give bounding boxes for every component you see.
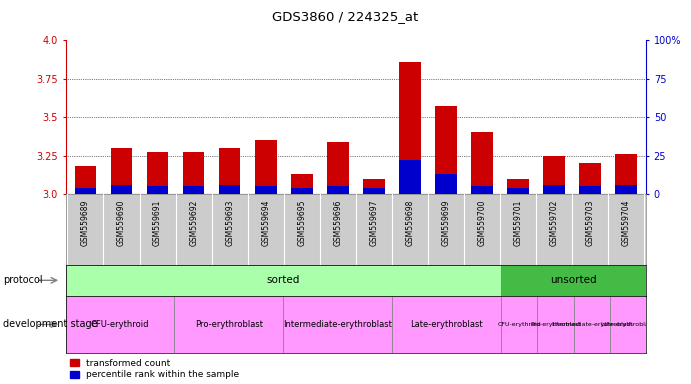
Bar [507, 179, 529, 194]
Text: unsorted: unsorted [550, 275, 597, 285]
Bar [283, 296, 392, 353]
Text: GSM559704: GSM559704 [622, 200, 631, 246]
Text: GSM559696: GSM559696 [333, 200, 342, 246]
Bar [501, 265, 646, 296]
Text: CFU-erythroid: CFU-erythroid [498, 322, 541, 327]
Text: GSM559689: GSM559689 [81, 200, 90, 246]
Bar [66, 265, 501, 296]
Bar [616, 154, 637, 194]
Bar [507, 188, 529, 194]
Text: sorted: sorted [267, 275, 300, 285]
Text: GSM559698: GSM559698 [406, 200, 415, 246]
Bar [616, 185, 637, 194]
Bar [543, 156, 565, 194]
Bar [111, 148, 133, 194]
Text: protocol: protocol [3, 275, 43, 285]
Text: GSM559691: GSM559691 [153, 200, 162, 246]
Text: GSM559701: GSM559701 [513, 200, 522, 246]
Bar [543, 185, 565, 194]
Bar [579, 186, 601, 194]
Text: Pro-erythroblast: Pro-erythroblast [195, 320, 263, 329]
Bar [255, 186, 276, 194]
Bar [146, 152, 169, 194]
Bar [471, 132, 493, 194]
Text: GSM559693: GSM559693 [225, 200, 234, 246]
Text: GSM559703: GSM559703 [586, 200, 595, 246]
Legend: transformed count, percentile rank within the sample: transformed count, percentile rank withi… [70, 359, 240, 379]
Bar [609, 296, 646, 353]
Bar [399, 62, 421, 194]
Bar [66, 296, 174, 353]
Text: GSM559697: GSM559697 [370, 200, 379, 246]
Text: GSM559690: GSM559690 [117, 200, 126, 246]
Bar [183, 186, 205, 194]
Bar [327, 186, 349, 194]
Bar [399, 160, 421, 194]
Bar [75, 166, 96, 194]
Text: GSM559702: GSM559702 [549, 200, 558, 246]
Text: GSM559699: GSM559699 [442, 200, 451, 246]
Text: Late-erythroblast: Late-erythroblast [410, 320, 483, 329]
Bar [363, 179, 385, 194]
Bar [183, 152, 205, 194]
Text: Pro-erythroblast: Pro-erythroblast [530, 322, 580, 327]
Text: GSM559700: GSM559700 [477, 200, 486, 246]
Bar [219, 185, 240, 194]
Bar [146, 186, 169, 194]
Bar [435, 106, 457, 194]
Text: GSM559692: GSM559692 [189, 200, 198, 246]
Bar [75, 188, 96, 194]
Text: CFU-erythroid: CFU-erythroid [91, 320, 149, 329]
Bar [291, 188, 312, 194]
Bar [363, 188, 385, 194]
Bar [219, 148, 240, 194]
Bar [574, 296, 610, 353]
Bar [579, 163, 601, 194]
Text: GDS3860 / 224325_at: GDS3860 / 224325_at [272, 10, 419, 23]
Text: Intermediate-erythroblast: Intermediate-erythroblast [551, 322, 632, 327]
Bar [501, 296, 538, 353]
Bar [538, 296, 574, 353]
Bar [327, 142, 349, 194]
Bar [111, 185, 133, 194]
Bar [174, 296, 283, 353]
Text: GSM559694: GSM559694 [261, 200, 270, 246]
Text: Late-erythroblast: Late-erythroblast [600, 322, 655, 327]
Bar [435, 174, 457, 194]
Bar [392, 296, 501, 353]
Text: GSM559695: GSM559695 [297, 200, 306, 246]
Bar [255, 140, 276, 194]
Text: development stage: development stage [3, 319, 98, 329]
Bar [471, 186, 493, 194]
Bar [291, 174, 312, 194]
Text: Intermediate-erythroblast: Intermediate-erythroblast [283, 320, 392, 329]
